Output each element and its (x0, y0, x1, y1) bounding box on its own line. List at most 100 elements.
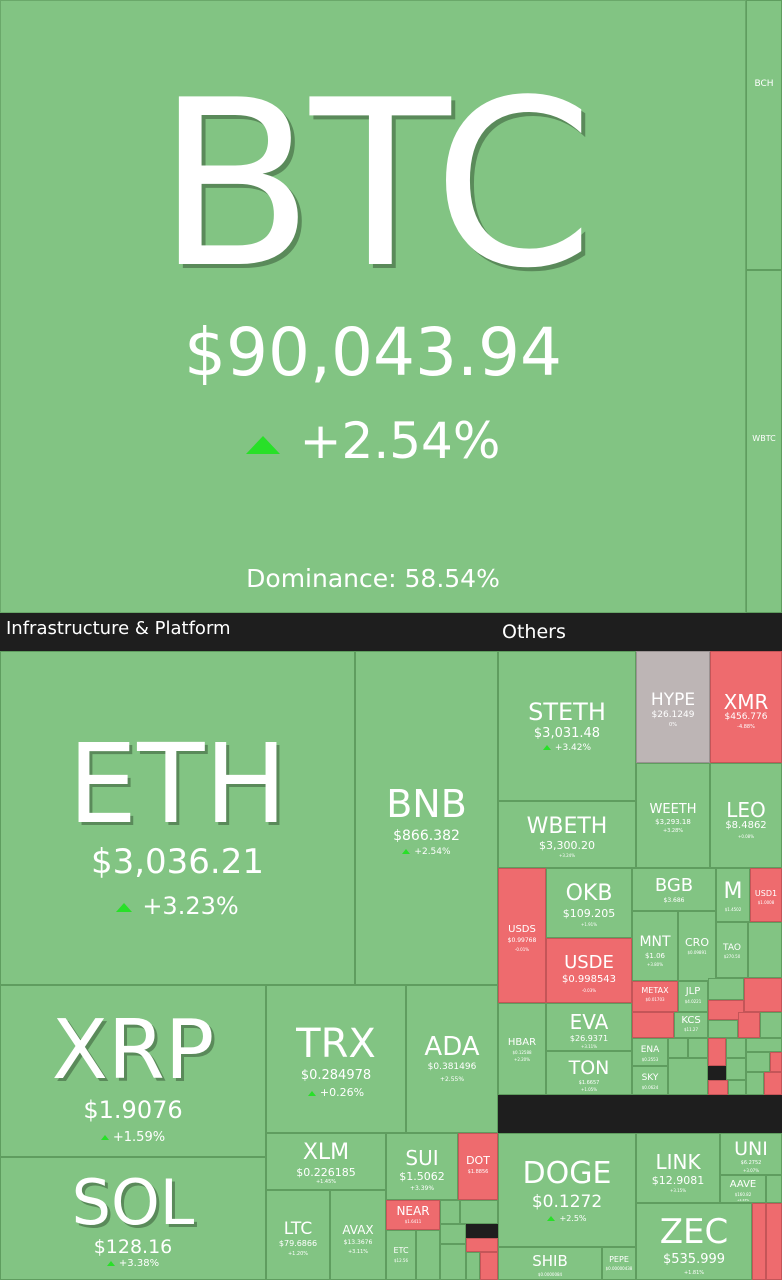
usde-change: -0.03% (581, 988, 597, 993)
tile-small[interactable] (728, 1080, 746, 1095)
tile-weeth[interactable]: WEETH $3,293.18 +3.28% (636, 763, 710, 868)
tile-small[interactable] (708, 1000, 744, 1020)
sol-change-row: +3.38% (1, 1258, 265, 1269)
tile-bgb[interactable]: BGB $3.686 (632, 868, 716, 911)
wbeth-symbol: WBETH (526, 814, 608, 839)
avax-change: +3.11% (347, 1249, 369, 1255)
tile-small[interactable] (466, 1252, 480, 1280)
tile-small[interactable] (744, 978, 782, 1012)
trx-change-row: +0.26% (267, 1086, 405, 1099)
tile-small[interactable] (708, 1080, 728, 1095)
tile-small[interactable] (688, 1038, 708, 1058)
tile-small[interactable] (726, 1038, 746, 1058)
tile-small[interactable] (480, 1252, 498, 1280)
tile-sky[interactable]: SKY $0.0624 (632, 1066, 668, 1095)
tile-usds[interactable]: USDS $0.99768 -0.01% (498, 868, 546, 1003)
tile-small[interactable] (708, 978, 744, 1000)
tile-okb[interactable]: OKB $109.205 +1.91% (546, 868, 632, 938)
avax-price: $13.3676 (343, 1239, 373, 1246)
tile-xmr[interactable]: XMR $456.776 -4.88% (710, 651, 782, 763)
sui-symbol: SUI (405, 1146, 439, 1170)
tile-tao[interactable]: TAO $270.50 (716, 922, 748, 978)
tile-small[interactable] (766, 1175, 782, 1203)
tile-ton[interactable]: TON $1.6657 +1.05% (546, 1051, 632, 1095)
tile-aave[interactable]: AAVE $160.82 +2.43% (720, 1175, 766, 1203)
tile-dot[interactable]: DOT $1.8856 (458, 1133, 498, 1200)
tile-small[interactable] (708, 1020, 738, 1038)
tile-trx[interactable]: TRX $0.284978 +0.26% (266, 985, 406, 1133)
tile-hbar[interactable]: HBAR $0.12588 +2.20% (498, 1003, 546, 1095)
tile-small[interactable] (440, 1244, 466, 1280)
trx-symbol: TRX (296, 1021, 376, 1067)
tile-bnb[interactable]: BNB $866.382 +2.54% (355, 651, 498, 985)
tile-small[interactable] (746, 1038, 782, 1052)
tile-small[interactable] (440, 1224, 466, 1244)
tile-jlp[interactable]: JLP $4.0221 (678, 981, 708, 1012)
tile-small[interactable] (632, 1012, 674, 1038)
tile-ltc[interactable]: LTC $79.6866 +1.20% (266, 1190, 330, 1280)
tile-sui[interactable]: SUI $1.5062 +3.39% (386, 1133, 458, 1200)
tile-avax[interactable]: AVAX $13.3676 +3.11% (330, 1190, 386, 1280)
tile-xrp[interactable]: XRP $1.9076 +1.59% (0, 985, 266, 1157)
tile-small[interactable] (668, 1058, 708, 1095)
tile-xlm[interactable]: XLM $0.226185 +1.45% (266, 1133, 386, 1190)
tile-small[interactable] (738, 1012, 760, 1038)
usd1-symbol: USD1 (754, 889, 778, 898)
tile-shib[interactable]: SHIB $0.0000084 (498, 1247, 602, 1280)
tile-btc[interactable]: BTC $90,043.94 +2.54% Dominance: 58.54% (0, 0, 746, 613)
tile-small[interactable] (466, 1238, 498, 1252)
tile-small[interactable] (766, 1203, 782, 1280)
ltc-change: +1.20% (287, 1251, 309, 1257)
tile-metax[interactable]: METAX $0.01703 (632, 981, 678, 1012)
arrow-up-icon (116, 902, 133, 912)
usds-symbol: USDS (508, 924, 536, 935)
tile-small[interactable] (416, 1230, 440, 1280)
tile-small[interactable] (770, 1052, 782, 1072)
doge-symbol: DOGE (522, 1156, 612, 1191)
avax-symbol: AVAX (342, 1223, 374, 1237)
tile-ada[interactable]: ADA $0.381496 +2.55% (406, 985, 498, 1133)
hype-symbol: HYPE (650, 690, 696, 710)
tile-sol[interactable]: SOL $128.16 +3.38% (0, 1157, 266, 1280)
wbtc-symbol: WBTC (752, 434, 776, 443)
tile-uni[interactable]: UNI $6.2752 +3.07% (720, 1133, 782, 1175)
tile-wbtc[interactable]: WBTC (746, 270, 782, 613)
xmr-symbol: XMR (723, 690, 769, 714)
tile-small[interactable] (746, 1052, 770, 1072)
tile-leo[interactable]: LEO $8.4862 +0.08% (710, 763, 782, 868)
tile-eva[interactable]: EVA $26.9371 +3.11% (546, 1003, 632, 1051)
tile-small[interactable] (726, 1058, 746, 1080)
metax-symbol: METAX (641, 986, 669, 995)
tile-usde[interactable]: USDE $0.998543 -0.03% (546, 938, 632, 1003)
tile-doge[interactable]: DOGE $0.1272 +2.5% (498, 1133, 636, 1247)
tile-small[interactable] (460, 1200, 498, 1224)
tile-m[interactable]: M $1.4502 (716, 868, 750, 922)
tile-bch[interactable]: BCH (746, 0, 782, 270)
tile-link[interactable]: LINK $12.9081 +3.15% (636, 1133, 720, 1203)
tile-small[interactable] (760, 1012, 782, 1038)
ton-symbol: TON (568, 1057, 610, 1079)
tile-small[interactable] (708, 1038, 726, 1066)
tile-etc[interactable]: ETC $12.56 (386, 1230, 416, 1280)
tile-small[interactable] (668, 1038, 688, 1058)
tile-eth[interactable]: ETH $3,036.21 +3.23% (0, 651, 355, 985)
tile-hype[interactable]: HYPE $26.1249 0% (636, 651, 710, 763)
tile-wbeth[interactable]: WBETH $3,300.20 +3.24% (498, 801, 636, 868)
hype-price: $26.1249 (651, 710, 695, 720)
tile-kcs[interactable]: KCS $11.27 (674, 1012, 708, 1038)
tile-ena[interactable]: ENA $0.2553 (632, 1038, 668, 1066)
tile-usd1[interactable]: USD1 $1.0008 (750, 868, 782, 922)
tile-small[interactable] (748, 922, 782, 978)
tile-near[interactable]: NEAR $1.6411 (386, 1200, 440, 1230)
tile-steth[interactable]: STETH $3,031.48 +3.42% (498, 651, 636, 801)
tile-small[interactable] (440, 1200, 460, 1224)
tile-small[interactable] (746, 1072, 764, 1095)
tile-small[interactable] (752, 1203, 766, 1280)
tile-zec[interactable]: ZEC $535.999 +1.81% (636, 1203, 752, 1280)
tile-mnt[interactable]: MNT $1.06 +3.80% (632, 911, 678, 981)
tile-pepe[interactable]: PEPE $0.00000438 (602, 1247, 636, 1280)
arrow-up-icon (307, 1090, 316, 1096)
metax-price: $0.01703 (645, 997, 665, 1002)
tile-cro[interactable]: CRO $0.09891 (678, 911, 716, 981)
tile-small[interactable] (764, 1072, 782, 1095)
